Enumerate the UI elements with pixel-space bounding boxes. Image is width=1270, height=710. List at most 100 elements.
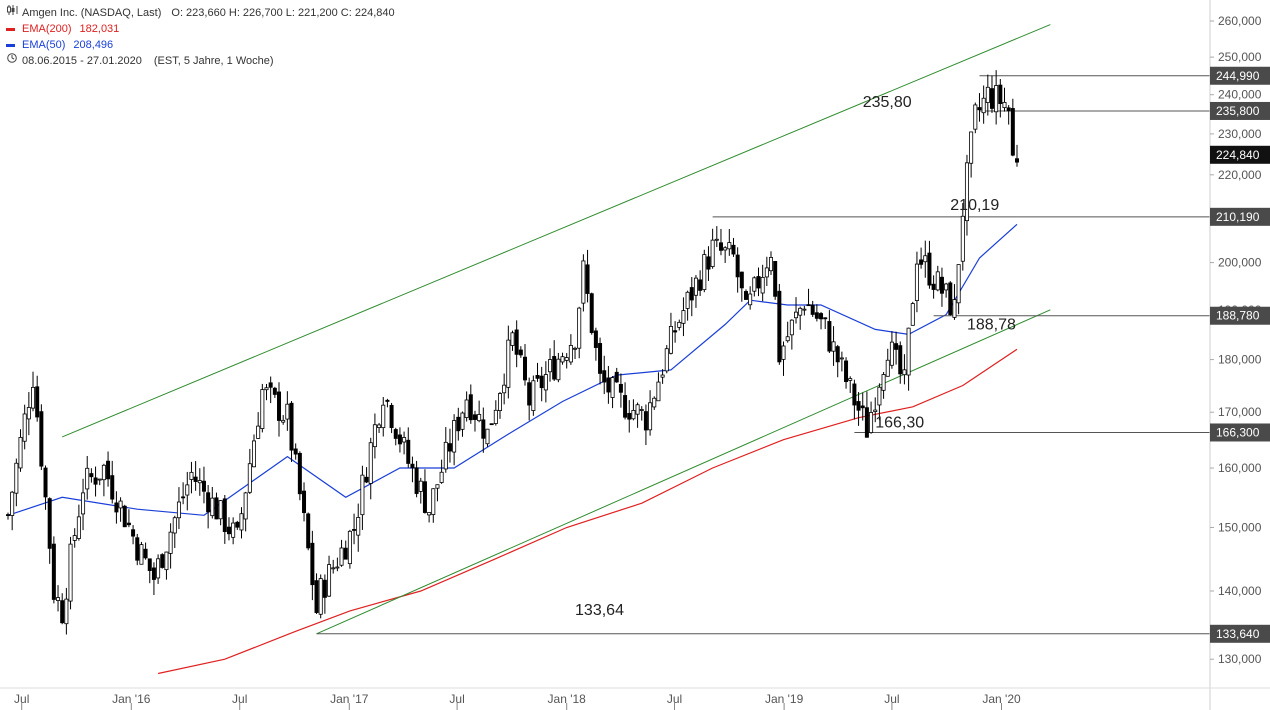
- x-tick-label: Jan '18: [548, 692, 587, 706]
- candle-body: [218, 500, 223, 520]
- y-tick-label: 200,000: [1218, 256, 1262, 270]
- candle-body: [718, 242, 723, 251]
- candle-body: [819, 313, 824, 320]
- candle-body: [952, 299, 957, 318]
- candle-body: [769, 257, 774, 272]
- legend-title-row: Amgen Inc. (NASDAQ, Last) O: 223,660 H: …: [6, 5, 395, 21]
- candle-body: [139, 544, 144, 565]
- candle-body: [906, 327, 911, 376]
- candle-body: [814, 312, 819, 319]
- candle-body: [623, 395, 628, 418]
- candle-body: [618, 383, 623, 393]
- candle-body: [664, 348, 669, 372]
- candle-body: [585, 264, 590, 294]
- candle-body: [85, 467, 90, 490]
- y-tick-label: 260,000: [1218, 14, 1262, 28]
- candle-body: [160, 554, 165, 568]
- candle-body: [156, 558, 161, 579]
- candle-body: [81, 492, 86, 515]
- candle-body: [568, 345, 573, 363]
- level-annotation: 166,30: [875, 414, 924, 431]
- candle-body: [502, 384, 507, 394]
- candle-body: [89, 473, 94, 478]
- candle-body: [310, 542, 315, 586]
- candle-body: [277, 391, 282, 421]
- candle-body: [314, 580, 319, 613]
- candle-body: [581, 260, 586, 304]
- candle-body: [964, 162, 969, 222]
- candle-body: [272, 387, 277, 395]
- ema50-line: [7, 223, 1018, 516]
- candle-body: [193, 476, 198, 482]
- candle-body: [489, 423, 494, 426]
- candle-body: [256, 425, 261, 439]
- candle-body: [443, 441, 448, 470]
- candle-body: [435, 484, 440, 489]
- candle-body: [681, 310, 686, 324]
- candle-body: [998, 84, 1003, 104]
- candle-body: [56, 597, 61, 601]
- candle-body: [247, 463, 252, 493]
- candle-body: [481, 419, 486, 439]
- x-tick-label: Jul: [449, 692, 464, 706]
- level-annotation: 133,64: [575, 602, 624, 619]
- candle-body: [564, 357, 569, 361]
- candlestick-icon: [6, 5, 18, 21]
- candle-body: [798, 307, 803, 316]
- level-annotation: 235,80: [863, 94, 912, 111]
- candle-body: [264, 387, 269, 391]
- candle-body: [231, 522, 236, 538]
- ema200-label: EMA(200): [22, 23, 72, 35]
- candle-body: [385, 399, 390, 402]
- y-tick-label: 150,000: [1218, 520, 1262, 534]
- candle-body: [631, 410, 636, 420]
- candle-body: [414, 467, 419, 494]
- candle-body: [873, 409, 878, 412]
- candle-body: [660, 374, 665, 378]
- candle-body: [935, 271, 940, 291]
- candlestick-layer: [6, 70, 1020, 635]
- candle-body: [648, 402, 653, 431]
- candle-body: [902, 369, 907, 376]
- candle-body: [931, 283, 936, 290]
- candle-body: [710, 239, 715, 267]
- candle-body: [185, 484, 190, 496]
- candle-body: [477, 414, 482, 422]
- candle-body: [418, 480, 423, 492]
- candle-body: [372, 424, 377, 448]
- candle-body: [47, 498, 52, 549]
- candle-body: [318, 578, 323, 615]
- candle-body: [919, 259, 924, 265]
- level-axis-label: 166,300: [1216, 425, 1260, 439]
- candle-body: [493, 409, 498, 424]
- candle-body: [322, 579, 327, 598]
- candle-body: [147, 558, 152, 571]
- candle-body: [827, 321, 832, 352]
- date-range: 08.06.2015 - 27.01.2020: [22, 55, 142, 67]
- y-tick-label: 180,000: [1218, 353, 1262, 367]
- candle-body: [889, 341, 894, 366]
- ema200-layer: [157, 348, 1018, 675]
- candle-body: [839, 357, 844, 360]
- lower-channel-line: [316, 309, 1051, 635]
- candle-body: [593, 330, 598, 348]
- candle-body: [969, 131, 974, 164]
- candle-body: [26, 407, 31, 420]
- candle-body: [31, 386, 36, 409]
- ohlc-values: O: 223,660 H: 226,700 L: 221,200 C: 224,…: [171, 7, 395, 19]
- candle-body: [497, 393, 502, 411]
- candle-body: [856, 401, 861, 411]
- candle-body: [456, 416, 461, 432]
- candle-body: [114, 502, 119, 513]
- candle-body: [306, 513, 311, 549]
- x-tick-label: Jul: [14, 692, 29, 706]
- candle-body: [352, 529, 357, 531]
- y-tick-label: 240,000: [1218, 88, 1262, 102]
- level-annotation: 210,19: [950, 197, 999, 214]
- candle-body: [714, 238, 719, 241]
- x-tick-label: Jan '17: [330, 692, 369, 706]
- candle-body: [756, 276, 761, 289]
- level-axis-label-bg: [1210, 423, 1270, 442]
- candle-body: [439, 471, 444, 483]
- candle-body: [973, 104, 978, 130]
